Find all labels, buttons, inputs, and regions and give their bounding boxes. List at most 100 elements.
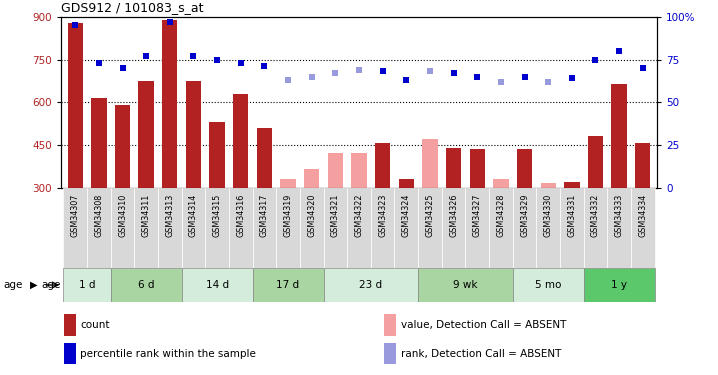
Text: GSM34332: GSM34332: [591, 194, 600, 237]
Bar: [370, 188, 394, 268]
Text: GSM34319: GSM34319: [284, 194, 292, 237]
Text: GSM34328: GSM34328: [496, 194, 505, 237]
Bar: [111, 188, 134, 268]
Text: 14 d: 14 d: [205, 280, 228, 290]
Bar: [588, 136, 603, 188]
Bar: [304, 169, 320, 188]
Bar: [327, 153, 343, 188]
Text: percentile rank within the sample: percentile rank within the sample: [80, 349, 256, 358]
Text: GSM34326: GSM34326: [449, 194, 458, 237]
Text: GSM34313: GSM34313: [165, 194, 174, 237]
Text: ▶: ▶: [30, 280, 37, 290]
Bar: [139, 81, 154, 188]
Text: GSM34325: GSM34325: [426, 194, 434, 237]
Bar: [446, 148, 461, 188]
Bar: [584, 268, 655, 302]
Bar: [612, 84, 627, 188]
Bar: [348, 188, 370, 268]
Bar: [631, 188, 655, 268]
Bar: [111, 268, 182, 302]
Text: GSM34315: GSM34315: [213, 194, 222, 237]
Text: 6 d: 6 d: [138, 280, 154, 290]
Bar: [253, 188, 276, 268]
Text: GSM34331: GSM34331: [567, 194, 577, 237]
Bar: [384, 343, 396, 364]
Text: GSM34330: GSM34330: [544, 194, 553, 237]
Bar: [205, 188, 229, 268]
Text: age: age: [42, 280, 61, 290]
Bar: [489, 188, 513, 268]
Text: GSM34322: GSM34322: [355, 194, 363, 237]
Bar: [280, 179, 296, 188]
Text: GSM34323: GSM34323: [378, 194, 387, 237]
Bar: [253, 268, 324, 302]
Bar: [186, 81, 201, 188]
Bar: [584, 188, 607, 268]
Bar: [134, 188, 158, 268]
Text: age: age: [4, 280, 23, 290]
Bar: [465, 188, 489, 268]
Bar: [536, 188, 560, 268]
Bar: [607, 188, 631, 268]
Bar: [182, 268, 253, 302]
Bar: [87, 188, 111, 268]
Bar: [182, 188, 205, 268]
Bar: [541, 183, 556, 188]
Bar: [300, 188, 324, 268]
Text: GSM34321: GSM34321: [331, 194, 340, 237]
Bar: [560, 188, 584, 268]
Bar: [398, 179, 414, 188]
Text: 1 y: 1 y: [611, 280, 627, 290]
Bar: [564, 182, 579, 188]
Text: 17 d: 17 d: [276, 280, 299, 290]
Bar: [162, 20, 177, 188]
Text: GDS912 / 101083_s_at: GDS912 / 101083_s_at: [61, 2, 203, 14]
Bar: [351, 153, 367, 188]
Bar: [64, 343, 75, 364]
Bar: [324, 188, 348, 268]
Text: GSM34333: GSM34333: [615, 194, 624, 237]
Bar: [67, 22, 83, 188]
Bar: [513, 268, 584, 302]
Text: GSM34308: GSM34308: [94, 194, 103, 237]
Text: GSM34324: GSM34324: [402, 194, 411, 237]
Bar: [115, 105, 130, 188]
Text: GSM34307: GSM34307: [70, 194, 80, 237]
Text: 23 d: 23 d: [359, 280, 383, 290]
Bar: [418, 268, 513, 302]
Bar: [210, 122, 225, 188]
Bar: [470, 149, 485, 188]
Text: 1 d: 1 d: [79, 280, 95, 290]
Text: value, Detection Call = ABSENT: value, Detection Call = ABSENT: [401, 320, 567, 330]
Text: GSM34314: GSM34314: [189, 194, 198, 237]
Text: GSM34327: GSM34327: [472, 194, 482, 237]
Bar: [635, 143, 651, 188]
Text: GSM34311: GSM34311: [141, 194, 151, 237]
Text: GSM34316: GSM34316: [236, 194, 246, 237]
Bar: [91, 98, 106, 188]
Bar: [442, 188, 465, 268]
Text: GSM34317: GSM34317: [260, 194, 269, 237]
Bar: [513, 188, 536, 268]
Bar: [63, 188, 87, 268]
Text: GSM34334: GSM34334: [638, 194, 648, 237]
Text: GSM34320: GSM34320: [307, 194, 316, 237]
Text: count: count: [80, 320, 110, 330]
Text: 9 wk: 9 wk: [453, 280, 477, 290]
Bar: [257, 128, 272, 188]
Bar: [324, 268, 418, 302]
Bar: [384, 314, 396, 336]
Bar: [233, 94, 248, 188]
Bar: [493, 179, 508, 188]
Text: rank, Detection Call = ABSENT: rank, Detection Call = ABSENT: [401, 349, 561, 358]
Bar: [276, 188, 300, 268]
Bar: [229, 188, 253, 268]
Bar: [394, 188, 418, 268]
Bar: [375, 143, 391, 188]
Bar: [158, 188, 182, 268]
Text: GSM34329: GSM34329: [520, 194, 529, 237]
Bar: [63, 268, 111, 302]
Bar: [64, 314, 75, 336]
Bar: [418, 188, 442, 268]
Bar: [517, 149, 532, 188]
